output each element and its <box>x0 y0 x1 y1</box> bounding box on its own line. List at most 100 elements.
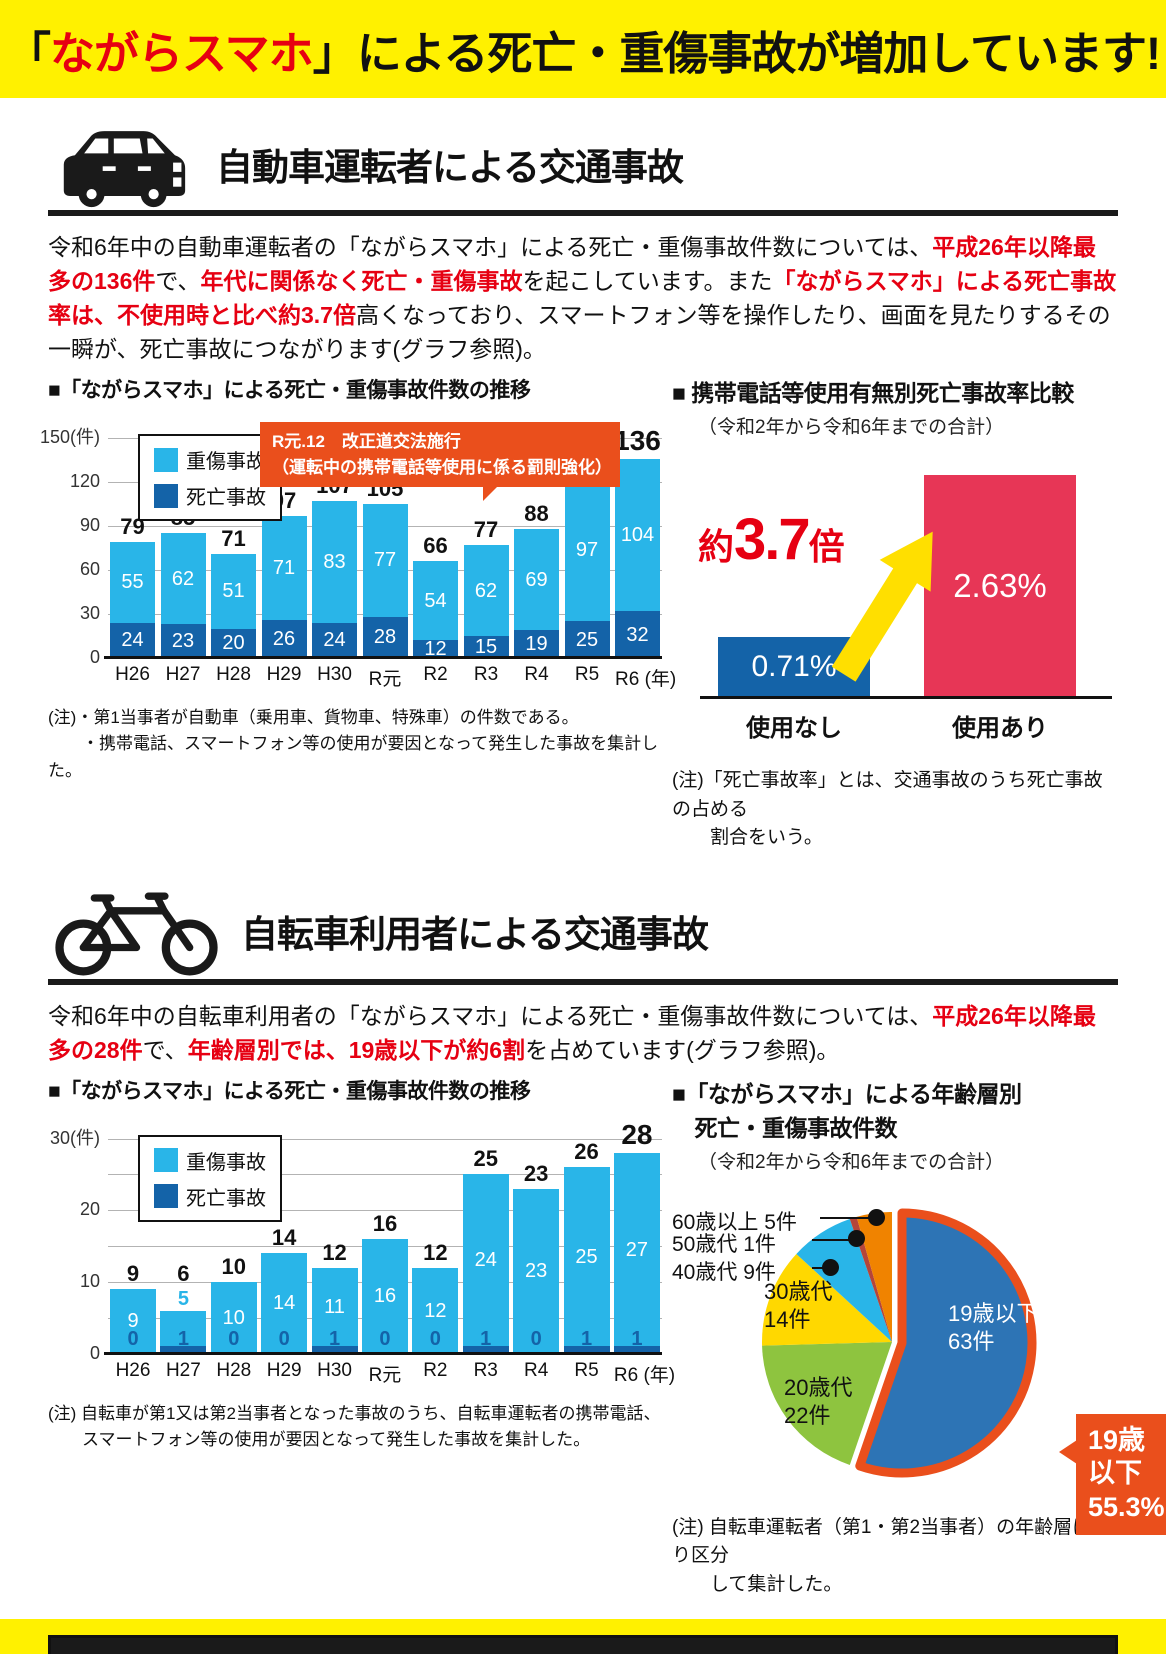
fatal-segment: 19 <box>514 630 559 658</box>
fatal-value: 1 <box>177 1327 189 1350</box>
total-label: 88 <box>524 500 549 526</box>
body-text: 高くなっており、スマートフォン等を操作したり、画面を見たりするその一瞬が、死亡事… <box>48 302 1111 362</box>
section-header-bicycle: 自転車利用者による交通事故 <box>48 875 1118 985</box>
penalty-section: 罰 則 等 罰則 反則金 点数※ 携帯電話等を通話のために使用し、又は手で保持し… <box>0 1619 1166 1654</box>
fatal-value: 1 <box>580 1327 593 1350</box>
rate-chart-note: (注)「死亡事故率」とは、交通事故のうち死亡事故の占める 割合をいう。 <box>672 770 1103 848</box>
fatal-segment <box>311 1346 358 1354</box>
serious-injury-segment: 11 <box>311 1267 358 1347</box>
legend-fatal: 死亡事故 <box>154 1182 266 1211</box>
total-label: 16 <box>372 1210 398 1236</box>
leader-line <box>812 1238 852 1241</box>
bar-H28: 71 51 20 <box>211 525 256 658</box>
bar-H29: 97 71 26 <box>261 489 307 658</box>
body-text: で、 <box>142 1036 188 1063</box>
rate-chart-block: ■ 携帯電話等使用有無別死亡事故率比較 （令和2年から令和6年までの合計） 約3… <box>662 374 1118 853</box>
fatal-value: 0 <box>429 1327 441 1350</box>
emphasized-text: 平成26年以降最多の28件 <box>48 1002 1096 1063</box>
emphasized-text: 年代に関係なく死亡・重傷事故 <box>200 268 523 294</box>
fatal-value: 0 <box>278 1327 290 1350</box>
bicycle-trend-plot: 9 9 0 6 5 1 10 10 0 14 14 0 12 11 1 16 16 0 12 12 0 25 24 1 23 23… <box>104 1120 662 1355</box>
section-header-car: 自動車運転者による交通事故 <box>48 110 1118 216</box>
up-arrow-icon <box>831 531 933 682</box>
penalty-table-banner: 罰 則 等 <box>51 1638 1115 1654</box>
serious-injury-segment: 83 <box>312 501 357 623</box>
fatal-segment: 28 <box>362 616 408 658</box>
legend-label: 重傷事故 <box>186 1151 266 1174</box>
pie-chart-subtitle: （令和2年から令和6年までの合計） <box>698 1151 1005 1173</box>
label-use: 使用あり <box>952 715 1048 742</box>
pie-label-40s: 40歳代 9件 <box>672 1260 776 1284</box>
body-text: を占めています(グラフ参照)。 <box>525 1036 840 1063</box>
fatal-value: 0 <box>228 1327 240 1350</box>
bar-R元: 105 77 28 <box>362 478 408 658</box>
total-label: 71 <box>221 525 246 551</box>
y-tick-label: 90 <box>79 515 100 535</box>
bar-H26: 79 55 24 <box>110 516 155 658</box>
fatal-segment: 24 <box>110 622 155 658</box>
total-label: 26 <box>574 1139 599 1165</box>
section-title-bicycle: 自転車利用者による交通事故 <box>241 913 709 955</box>
pie-slice-60歳以上 <box>856 1211 892 1342</box>
x-tick-label: R6 (年) <box>613 1364 676 1386</box>
car-trend-chart-block: ■「ながらスマホ」による死亡・重傷事故件数の推移 0 30 60 90 120 150(件… <box>40 374 677 784</box>
x-tick-label: H30 <box>317 664 352 685</box>
car-trend-xlabels: H26 H27 H28 H29 H30 R元 R2 R3 R4 R5 R6 (年) <box>108 664 677 691</box>
pie-chart-title: ■「ながらスマホ」による年齢層別 死亡・重傷事故件数 <box>672 1080 1022 1141</box>
rate-chart-title: ■ 携帯電話等使用有無別死亡事故率比較 <box>672 380 1074 406</box>
pie-graphic <box>762 1208 1037 1477</box>
bicycle-trend-chart-title: ■「ながらスマホ」による死亡・重傷事故件数の推移 <box>48 1079 531 1103</box>
fatal-segment: 23 <box>160 624 206 658</box>
pie-label-30s: 30歳代 14件 <box>764 1278 833 1333</box>
rate-axis-line <box>700 696 1112 699</box>
fatal-segment <box>462 1346 509 1354</box>
bar-R3: 25 24 1 <box>462 1148 509 1354</box>
car-trend-chart-title: ■「ながらスマホ」による死亡・重傷事故件数の推移 <box>48 379 531 402</box>
bicycle-chart-legend: 重傷事故 死亡事故 <box>138 1134 282 1222</box>
total-label: 12 <box>423 1239 448 1265</box>
fatal-value: 1 <box>480 1327 492 1350</box>
serious-injury-segment: 55 <box>110 542 155 623</box>
emphasized-text: 「ながらスマホ」による死亡事故率は、不使用時と比べ約3.7倍 <box>48 268 1117 328</box>
x-tick-label: H29 <box>266 664 302 685</box>
total-label: 6 <box>177 1260 190 1286</box>
bicycle-trend-bars: 9 9 0 6 5 1 10 10 0 14 14 0 12 11 1 16 16 0 12 12 0 25 24 1 23 23… <box>108 1120 662 1354</box>
x-axis-line <box>104 656 662 659</box>
serious-injury-segment: 54 <box>413 561 458 641</box>
legend-label: 死亡事故 <box>186 487 266 509</box>
x-tick-label: R5 <box>574 1359 599 1381</box>
serious-injury-swatch <box>154 1148 178 1172</box>
age-pie-block: ■「ながらスマホ」による年齢層別 死亡・重傷事故件数 （令和2年から令和6年まで… <box>662 1075 1166 1600</box>
body-text: 令和6年中の自転車利用者の「ながらスマホ」による死亡・重傷事故件数については、 <box>48 1002 933 1029</box>
serious-injury-value: 5 <box>177 1287 189 1310</box>
pie-slice-19歳以下 <box>855 1208 1037 1477</box>
car-paragraph: 令和6年中の自動車運転者の「ながらスマホ」による死亡・重傷事故件数については、平… <box>48 230 1118 366</box>
fatal-value: 0 <box>379 1327 391 1350</box>
serious-injury-swatch <box>154 447 178 472</box>
leader-line <box>812 1266 826 1269</box>
y-tick-label: 30(件) <box>49 1127 100 1148</box>
multiplier-label: 約3.7倍 <box>698 507 845 572</box>
bar-R3: 77 62 15 <box>463 519 509 658</box>
leader-dot <box>848 1229 865 1247</box>
serious-injury-segment: 104 <box>615 458 660 612</box>
bar-H30: 1078324 <box>312 475 357 658</box>
rate-chart: 約3.7倍 0.71% 2.63% 使用なし <box>672 449 1118 761</box>
total-label: 66 <box>423 533 448 559</box>
x-tick-label: H27 <box>165 1359 201 1381</box>
pie-slice-40歳代 <box>796 1218 892 1342</box>
fatal-segment: 24 <box>312 622 357 658</box>
fatal-segment: 32 <box>615 611 660 658</box>
total-label: 12 <box>322 1239 347 1265</box>
page-title-highlight: ながらスマホ <box>50 27 314 79</box>
x-tick-label: R5 <box>574 664 600 685</box>
x-tick-label: R3 <box>473 664 499 685</box>
fatal-value: 1 <box>631 1327 643 1350</box>
pie-slice-20歳代 <box>762 1341 892 1465</box>
y-tick-label: 150(件) <box>39 427 100 447</box>
bar-R5: 26 25 1 <box>563 1139 610 1354</box>
bar-use: 2.63% <box>924 475 1076 697</box>
bar-H30: 12 11 1 <box>311 1239 358 1354</box>
x-tick-label: R6 (年) <box>615 669 677 690</box>
bar-R4: 88 69 19 <box>514 500 559 658</box>
